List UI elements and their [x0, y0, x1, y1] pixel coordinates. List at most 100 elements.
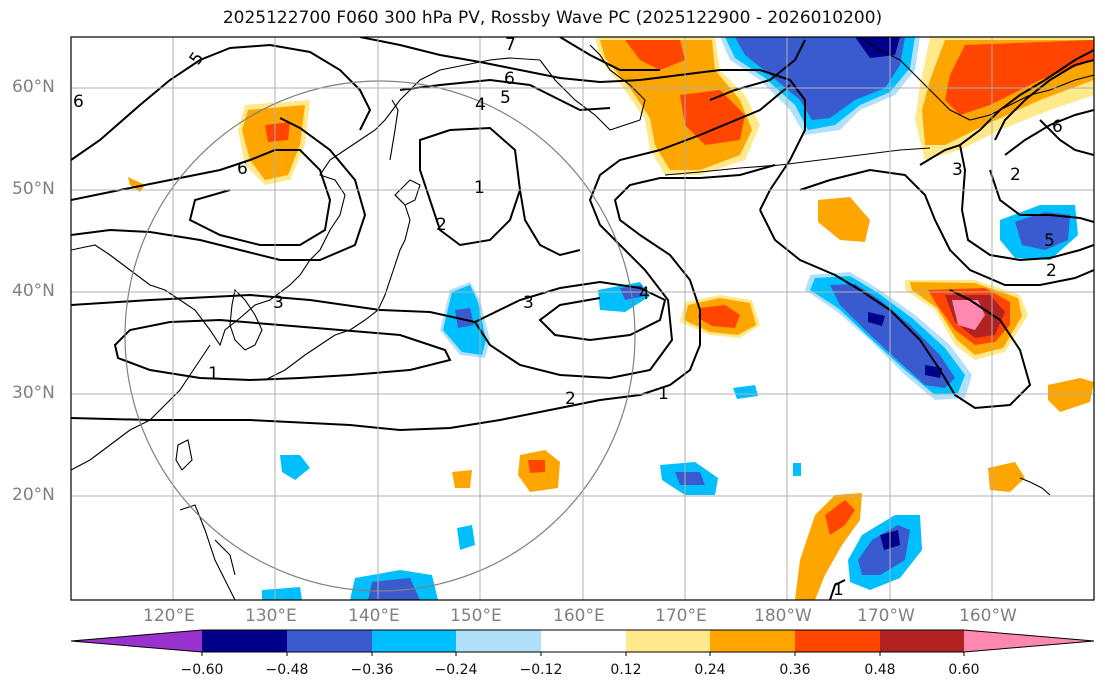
lat-label-50n: 50°N	[12, 179, 55, 199]
positive-anomaly-region	[1048, 378, 1094, 412]
coastline-philippines	[179, 504, 236, 600]
positive-anomaly-region	[680, 90, 745, 145]
coastline-japan	[264, 194, 411, 381]
contour-label: 4	[475, 95, 486, 115]
lat-label-20n: 20°N	[12, 485, 55, 505]
coastlines	[71, 37, 1094, 600]
contour-label: 3	[523, 293, 534, 313]
coastline-aleutians	[664, 147, 931, 176]
colorbar-label: −0.24	[434, 662, 478, 678]
positive-anomaly-region	[625, 40, 685, 70]
reference-circle	[124, 80, 636, 592]
colorbar-label: 0.60	[948, 662, 980, 678]
negative-anomaly-region	[457, 525, 475, 550]
coastline-asia	[71, 57, 541, 347]
colorbar-swatch	[795, 630, 880, 652]
colorbar-swatch	[287, 630, 372, 652]
pv-contour-line	[759, 209, 1032, 410]
negative-anomaly-region	[455, 308, 474, 328]
colorbar-swatch	[71, 630, 202, 652]
pv-contour-line	[959, 49, 1094, 146]
colorbar-label: 0.36	[779, 662, 811, 678]
positive-anomaly-region	[128, 177, 145, 192]
colorbar-label: −0.12	[519, 662, 563, 678]
positive-anomaly-region	[945, 40, 1094, 115]
negative-anomaly-region	[855, 37, 900, 58]
pv-contour-line	[71, 117, 367, 261]
contour-label: 5	[500, 88, 511, 108]
contour-label: 2	[1046, 261, 1057, 281]
positive-anomaly-region	[528, 460, 545, 473]
lon-label-160w: 160°W	[959, 606, 1017, 626]
colorbar-swatch	[456, 630, 541, 652]
pv-contour-line	[359, 37, 806, 211]
pv-contour-line	[989, 169, 1094, 223]
coastline-korea	[229, 288, 263, 351]
contour-label: 1	[474, 178, 485, 198]
pv-contour-line	[399, 78, 611, 112]
lon-label-170w: 170°W	[857, 606, 915, 626]
lon-label-170e: 170°E	[655, 606, 707, 626]
colorbar-swatch	[710, 630, 795, 652]
lon-label-160e: 160°E	[553, 606, 605, 626]
coastline-alaska	[859, 37, 1094, 121]
pv-contour-line	[113, 318, 452, 382]
positive-anomaly-region	[452, 470, 472, 488]
coastline-hawaii	[1019, 477, 1051, 496]
negative-anomaly-region	[262, 587, 302, 600]
colorbar-label: −0.60	[180, 662, 224, 678]
contour-label: 6	[73, 92, 84, 112]
positive-anomaly-region	[265, 122, 290, 142]
contour-label: 4	[639, 284, 650, 304]
gridlines	[71, 37, 1094, 600]
contour-label: 2	[1010, 165, 1021, 185]
colorbar-swatch	[372, 630, 456, 652]
colorbar-label: −0.48	[265, 662, 309, 678]
negative-anomaly-region	[735, 37, 905, 120]
contour-label: 6	[504, 69, 515, 89]
contour-label: 5	[1044, 231, 1055, 251]
pv-contour-line	[71, 164, 776, 432]
lon-label-140e: 140°E	[348, 606, 400, 626]
pv-contour-line	[709, 39, 806, 101]
lat-label-30n: 30°N	[12, 383, 55, 403]
colorbar-swatch	[541, 630, 626, 652]
negative-anomaly-region	[280, 455, 310, 480]
pv-contour-line	[71, 84, 791, 380]
negative-anomaly-region	[368, 578, 420, 600]
contour-label: 3	[273, 293, 284, 313]
lat-label-40n: 40°N	[12, 281, 55, 301]
coastline-taiwan	[175, 439, 193, 471]
anomaly-shading	[128, 37, 1094, 600]
positive-anomaly-region	[818, 197, 870, 242]
contour-label: 2	[565, 389, 576, 409]
colorbar-label: 0.12	[610, 662, 642, 678]
negative-anomaly-region	[830, 284, 955, 388]
pv-contour-line	[994, 59, 1094, 141]
negative-anomaly-region	[675, 472, 705, 485]
colorbar-label: 0.48	[864, 662, 896, 678]
negative-anomaly-region	[868, 312, 885, 326]
map-title: 2025122700 F060 300 hPa PV, Rossby Wave …	[222, 8, 883, 28]
pv-contour-line	[71, 149, 332, 246]
coastline-sakhalin	[389, 99, 399, 161]
pv-contour-line	[799, 168, 1094, 286]
coastline-hokkaido	[394, 179, 421, 206]
colorbar-swatch	[964, 630, 1094, 652]
plot-frame	[70, 36, 1095, 601]
pv-contour-line	[829, 579, 846, 600]
lon-label-120e: 120°E	[143, 606, 195, 626]
contour-label: 1	[833, 580, 844, 600]
colorbar-swatch	[626, 630, 710, 652]
colorbar-swatch	[202, 630, 287, 652]
coastline-china	[71, 344, 211, 471]
negative-anomaly-region	[1015, 212, 1070, 250]
pv-contour-line	[919, 143, 1094, 262]
pv-contour-line	[1039, 119, 1094, 156]
pv-contour-line	[559, 37, 660, 71]
lon-label-150e: 150°E	[450, 606, 502, 626]
positive-anomaly-region	[952, 300, 985, 330]
contour-label: 2	[436, 215, 447, 235]
contour-label: 6	[1052, 117, 1063, 137]
